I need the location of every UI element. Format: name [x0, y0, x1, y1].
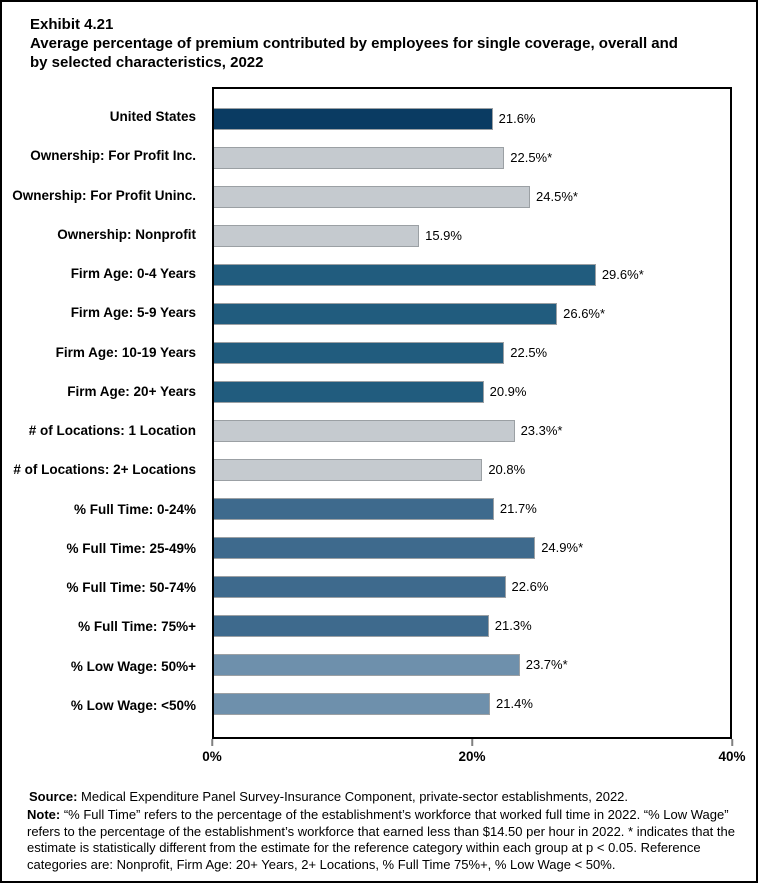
category-label: Ownership: For Profit Inc. — [30, 148, 196, 164]
bar-row: 21.3% — [214, 606, 730, 645]
bar-row: 22.5%* — [214, 138, 730, 177]
exhibit-number: Exhibit 4.21 — [30, 16, 114, 33]
title-block: Exhibit 4.21 Average percentage of premi… — [30, 15, 698, 72]
category-label: Ownership: Nonprofit — [57, 226, 196, 242]
bar-value-label: 24.5%* — [536, 189, 578, 204]
bar-locations — [214, 458, 483, 481]
bar-row: 21.6% — [214, 99, 730, 138]
category-label: Firm Age: 0-4 Years — [70, 266, 196, 282]
bar-value-label: 29.6%* — [601, 267, 644, 282]
methodology-note: Note: “% Full Time” refers to the percen… — [27, 807, 743, 873]
bar-row: 29.6%* — [214, 255, 730, 294]
bar-row: 21.4% — [214, 684, 730, 723]
category-label: # of Locations: 1 Location — [28, 423, 196, 439]
x-axis-tick — [731, 739, 733, 746]
bar-full_time — [214, 536, 536, 559]
bar-value-label: 22.5%* — [510, 150, 553, 165]
category-label: % Full Time: 0-24% — [73, 501, 196, 517]
bar-row: 24.5%* — [214, 177, 730, 216]
bar-row: 23.3%* — [214, 411, 730, 450]
bar-ownership — [214, 146, 505, 169]
x-axis-tick — [471, 739, 473, 746]
bar-value-label: 21.3% — [494, 618, 532, 633]
bar-us — [214, 107, 493, 130]
bar-row: 26.6%* — [214, 294, 730, 333]
bar-firm_age — [214, 263, 596, 286]
bar-firm_age — [214, 380, 484, 403]
category-label: % Full Time: 50-74% — [66, 580, 196, 596]
plot-area: 21.6% 22.5%* 24.5%* 15.9% 29.6%* 26.6%* 22.5% 2… — [212, 87, 732, 739]
bar-value-label: 26.6%* — [563, 306, 606, 321]
category-label: % Full Time: 25-49% — [66, 540, 196, 556]
bar-value-label: 22.5% — [510, 345, 548, 360]
note-text: “% Full Time” refers to the percentage o… — [27, 807, 735, 872]
bar-full_time — [214, 575, 506, 598]
category-label: % Low Wage: 50%+ — [70, 658, 196, 674]
x-axis-tick — [211, 739, 213, 746]
bar-value-label: 20.9% — [489, 384, 527, 399]
bar-value-label: 21.7% — [499, 501, 537, 516]
source-note: Source: Medical Expenditure Panel Survey… — [29, 789, 741, 805]
category-label: # of Locations: 2+ Locations — [13, 462, 196, 478]
bar-ownership — [214, 224, 420, 247]
source-text: Medical Expenditure Panel Survey-Insuran… — [77, 789, 629, 804]
bar-row: 22.5% — [214, 333, 730, 372]
bar-low_wage — [214, 692, 491, 715]
category-label: United States — [109, 109, 196, 125]
category-label: Ownership: For Profit Uninc. — [12, 187, 196, 203]
bar-value-label: 23.3%* — [520, 423, 563, 438]
category-label: Firm Age: 5-9 Years — [70, 305, 196, 321]
category-label: Firm Age: 10-19 Years — [55, 344, 196, 360]
bar-value-label: 20.8% — [488, 462, 526, 477]
bar-full_time — [214, 497, 494, 520]
bar-value-label: 15.9% — [425, 228, 462, 243]
bar-row: 20.8% — [214, 450, 730, 489]
page-title: Average percentage of premium contribute… — [30, 35, 678, 71]
bar-value-label: 21.4% — [496, 696, 533, 711]
bar-row: 21.7% — [214, 489, 730, 528]
x-axis-tick-label: 40% — [718, 749, 746, 764]
bar-locations — [214, 419, 515, 442]
bar-low_wage — [214, 653, 520, 676]
bar-row: 20.9% — [214, 372, 730, 411]
bar-full_time — [214, 614, 489, 637]
bar-row: 23.7%* — [214, 645, 730, 684]
bar-row: 15.9% — [214, 216, 730, 255]
bar-value-label: 24.9%* — [541, 540, 584, 555]
bar-firm_age — [214, 341, 505, 364]
bar-value-label: 23.7%* — [525, 657, 568, 672]
x-axis-tick-label: 0% — [202, 749, 222, 764]
source-label: Source: — [29, 789, 78, 804]
bar-value-label: 22.6% — [511, 579, 549, 594]
category-label: Firm Age: 20+ Years — [67, 383, 196, 399]
bar-firm_age — [214, 302, 558, 325]
category-labels: United States Ownership: For Profit Inc. O… — [2, 87, 204, 739]
bar-row: 22.6% — [214, 567, 730, 606]
note-label: Note: — [27, 807, 61, 822]
bar-ownership — [214, 185, 531, 208]
category-label: % Full Time: 75%+ — [78, 619, 196, 635]
x-axis-tick-label: 20% — [458, 749, 486, 764]
bar-row: 24.9%* — [214, 528, 730, 567]
x-axis: 0% 20% 40% — [202, 739, 746, 773]
bar-value-label: 21.6% — [498, 111, 536, 126]
category-label: % Low Wage: <50% — [70, 697, 196, 713]
